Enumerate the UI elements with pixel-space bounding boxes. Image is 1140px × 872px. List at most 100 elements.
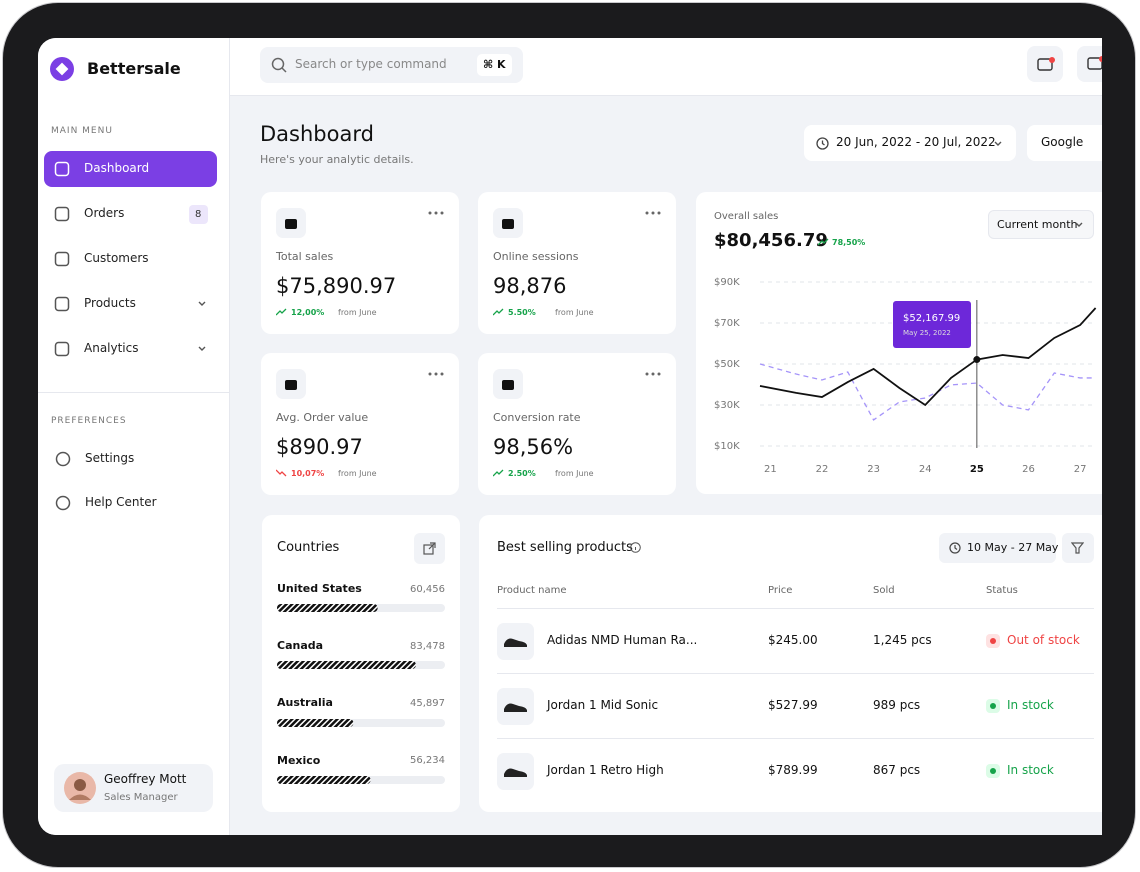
country-value: 83,478	[410, 640, 445, 652]
date-button[interactable]	[804, 125, 1016, 161]
date-button[interactable]	[939, 533, 1056, 563]
menu-icon	[54, 251, 70, 267]
divider	[497, 673, 1094, 674]
menu-item[interactable]: Orders	[84, 206, 125, 221]
shortcut-text: ⌘ K	[483, 57, 506, 71]
search-placeholder: Search or type command	[295, 57, 447, 72]
icon-button[interactable]	[1077, 46, 1102, 82]
period: Current month	[997, 217, 1078, 231]
notification-icon	[1037, 57, 1055, 71]
y-tick-label: $30K	[714, 400, 740, 411]
product-price: $789.99	[768, 763, 818, 778]
stat-label: Conversion rate	[493, 410, 581, 424]
bar	[277, 775, 371, 784]
card-title: Countries	[277, 539, 340, 555]
shortcut	[477, 54, 512, 76]
stat-value: 98,56%	[493, 435, 574, 460]
country-value: 60,456	[410, 583, 445, 595]
menu-item[interactable]: Analytics	[84, 341, 139, 356]
stat-change: 12,00%	[291, 307, 325, 317]
chart-title: Overall sales	[714, 210, 779, 222]
menu-icon	[55, 495, 71, 511]
menu-item[interactable]: Dashboard	[84, 161, 150, 176]
clock-icon	[816, 137, 829, 150]
country-name: Australia	[277, 696, 333, 710]
chart-change: 78,50%	[832, 237, 866, 247]
product-status: In stock	[1007, 763, 1054, 778]
x-tick-label: 26	[1022, 464, 1035, 475]
column-header: Sold	[873, 584, 895, 596]
product-status: In stock	[1007, 698, 1054, 713]
notification-icon	[1087, 56, 1102, 70]
period-button[interactable]	[988, 210, 1094, 239]
more-icon	[645, 372, 661, 376]
more-icon	[645, 211, 661, 215]
y-tick-label: $90K	[714, 277, 740, 288]
info-icon	[630, 542, 641, 553]
chevron	[1075, 222, 1083, 227]
menu-item[interactable]: Settings	[85, 451, 135, 466]
source-button[interactable]	[1027, 125, 1102, 161]
menu-item[interactable]: Products	[84, 296, 136, 311]
menu-icon	[55, 451, 71, 467]
stat-label: Total sales	[276, 249, 334, 263]
y-tick-label: $10K	[714, 441, 740, 452]
chart-total: $80,456.79	[714, 230, 828, 252]
stat-value: 98,876	[493, 274, 567, 299]
line-series	[759, 307, 1097, 407]
page-subtitle: Here's your analytic details.	[260, 152, 414, 166]
tooltip	[893, 301, 971, 348]
country-bar	[277, 661, 445, 670]
shoe	[504, 638, 527, 647]
stat-glyph	[285, 219, 297, 229]
menu-icon	[54, 161, 70, 177]
bar	[277, 604, 378, 612]
x-tick-label: 21	[764, 464, 777, 475]
badge-text: 8	[195, 208, 202, 220]
trend-icon	[493, 469, 504, 477]
stat-glyph	[502, 380, 514, 390]
y-tick-label: $50K	[714, 359, 740, 370]
logo	[50, 57, 74, 81]
product-name: Jordan 1 Mid Sonic	[547, 698, 659, 713]
country-value: 45,897	[410, 698, 445, 710]
menu-icon	[54, 341, 70, 357]
date-range: 20 Jun, 2022 - 20 Jul, 2022	[836, 135, 996, 150]
filter-icon	[1071, 542, 1084, 554]
country-value: 56,234	[410, 755, 445, 767]
x-tick-label: 25	[970, 464, 984, 475]
status-dot-inner	[990, 638, 996, 644]
shoe	[504, 768, 527, 777]
menu-item[interactable]: Customers	[84, 251, 149, 266]
menu-active[interactable]	[44, 151, 217, 187]
page-title: Dashboard	[260, 122, 374, 147]
product-sold: 989 pcs	[873, 698, 921, 713]
app: Bettersale MAIN MENU Dashboard Orders 8 Custo…	[38, 38, 1102, 835]
trend-icon	[276, 469, 287, 477]
stat-change-suffix: from June	[555, 468, 594, 478]
chevron	[198, 346, 206, 351]
status-dot-inner	[990, 768, 996, 774]
divider	[497, 738, 1094, 739]
filter-button[interactable]	[1062, 533, 1094, 563]
column-header: Product name	[497, 584, 567, 596]
icon-button[interactable]	[1027, 46, 1063, 82]
status-dot-inner	[990, 703, 996, 709]
stat-change: 5.50%	[508, 307, 536, 317]
x-tick-label: 24	[919, 464, 932, 475]
screen: Bettersale MAIN MENU Dashboard Orders 8 Custo…	[38, 38, 1102, 835]
product-sold: 867 pcs	[873, 763, 921, 778]
x-tick-label: 23	[867, 464, 880, 475]
stat-label: Avg. Order value	[276, 410, 369, 424]
tooltip-date: May 25, 2022	[903, 329, 951, 337]
product-price: $245.00	[768, 633, 818, 648]
user-name: Geoffrey Mott	[104, 772, 187, 787]
trend-icon	[493, 308, 504, 316]
menu-item[interactable]: Help Center	[85, 495, 157, 510]
divider	[497, 608, 1094, 609]
trend-icon	[276, 308, 287, 316]
stat-value: $890.97	[276, 435, 363, 460]
stat-change: 10,07%	[291, 468, 325, 478]
column-header: Price	[768, 584, 793, 596]
